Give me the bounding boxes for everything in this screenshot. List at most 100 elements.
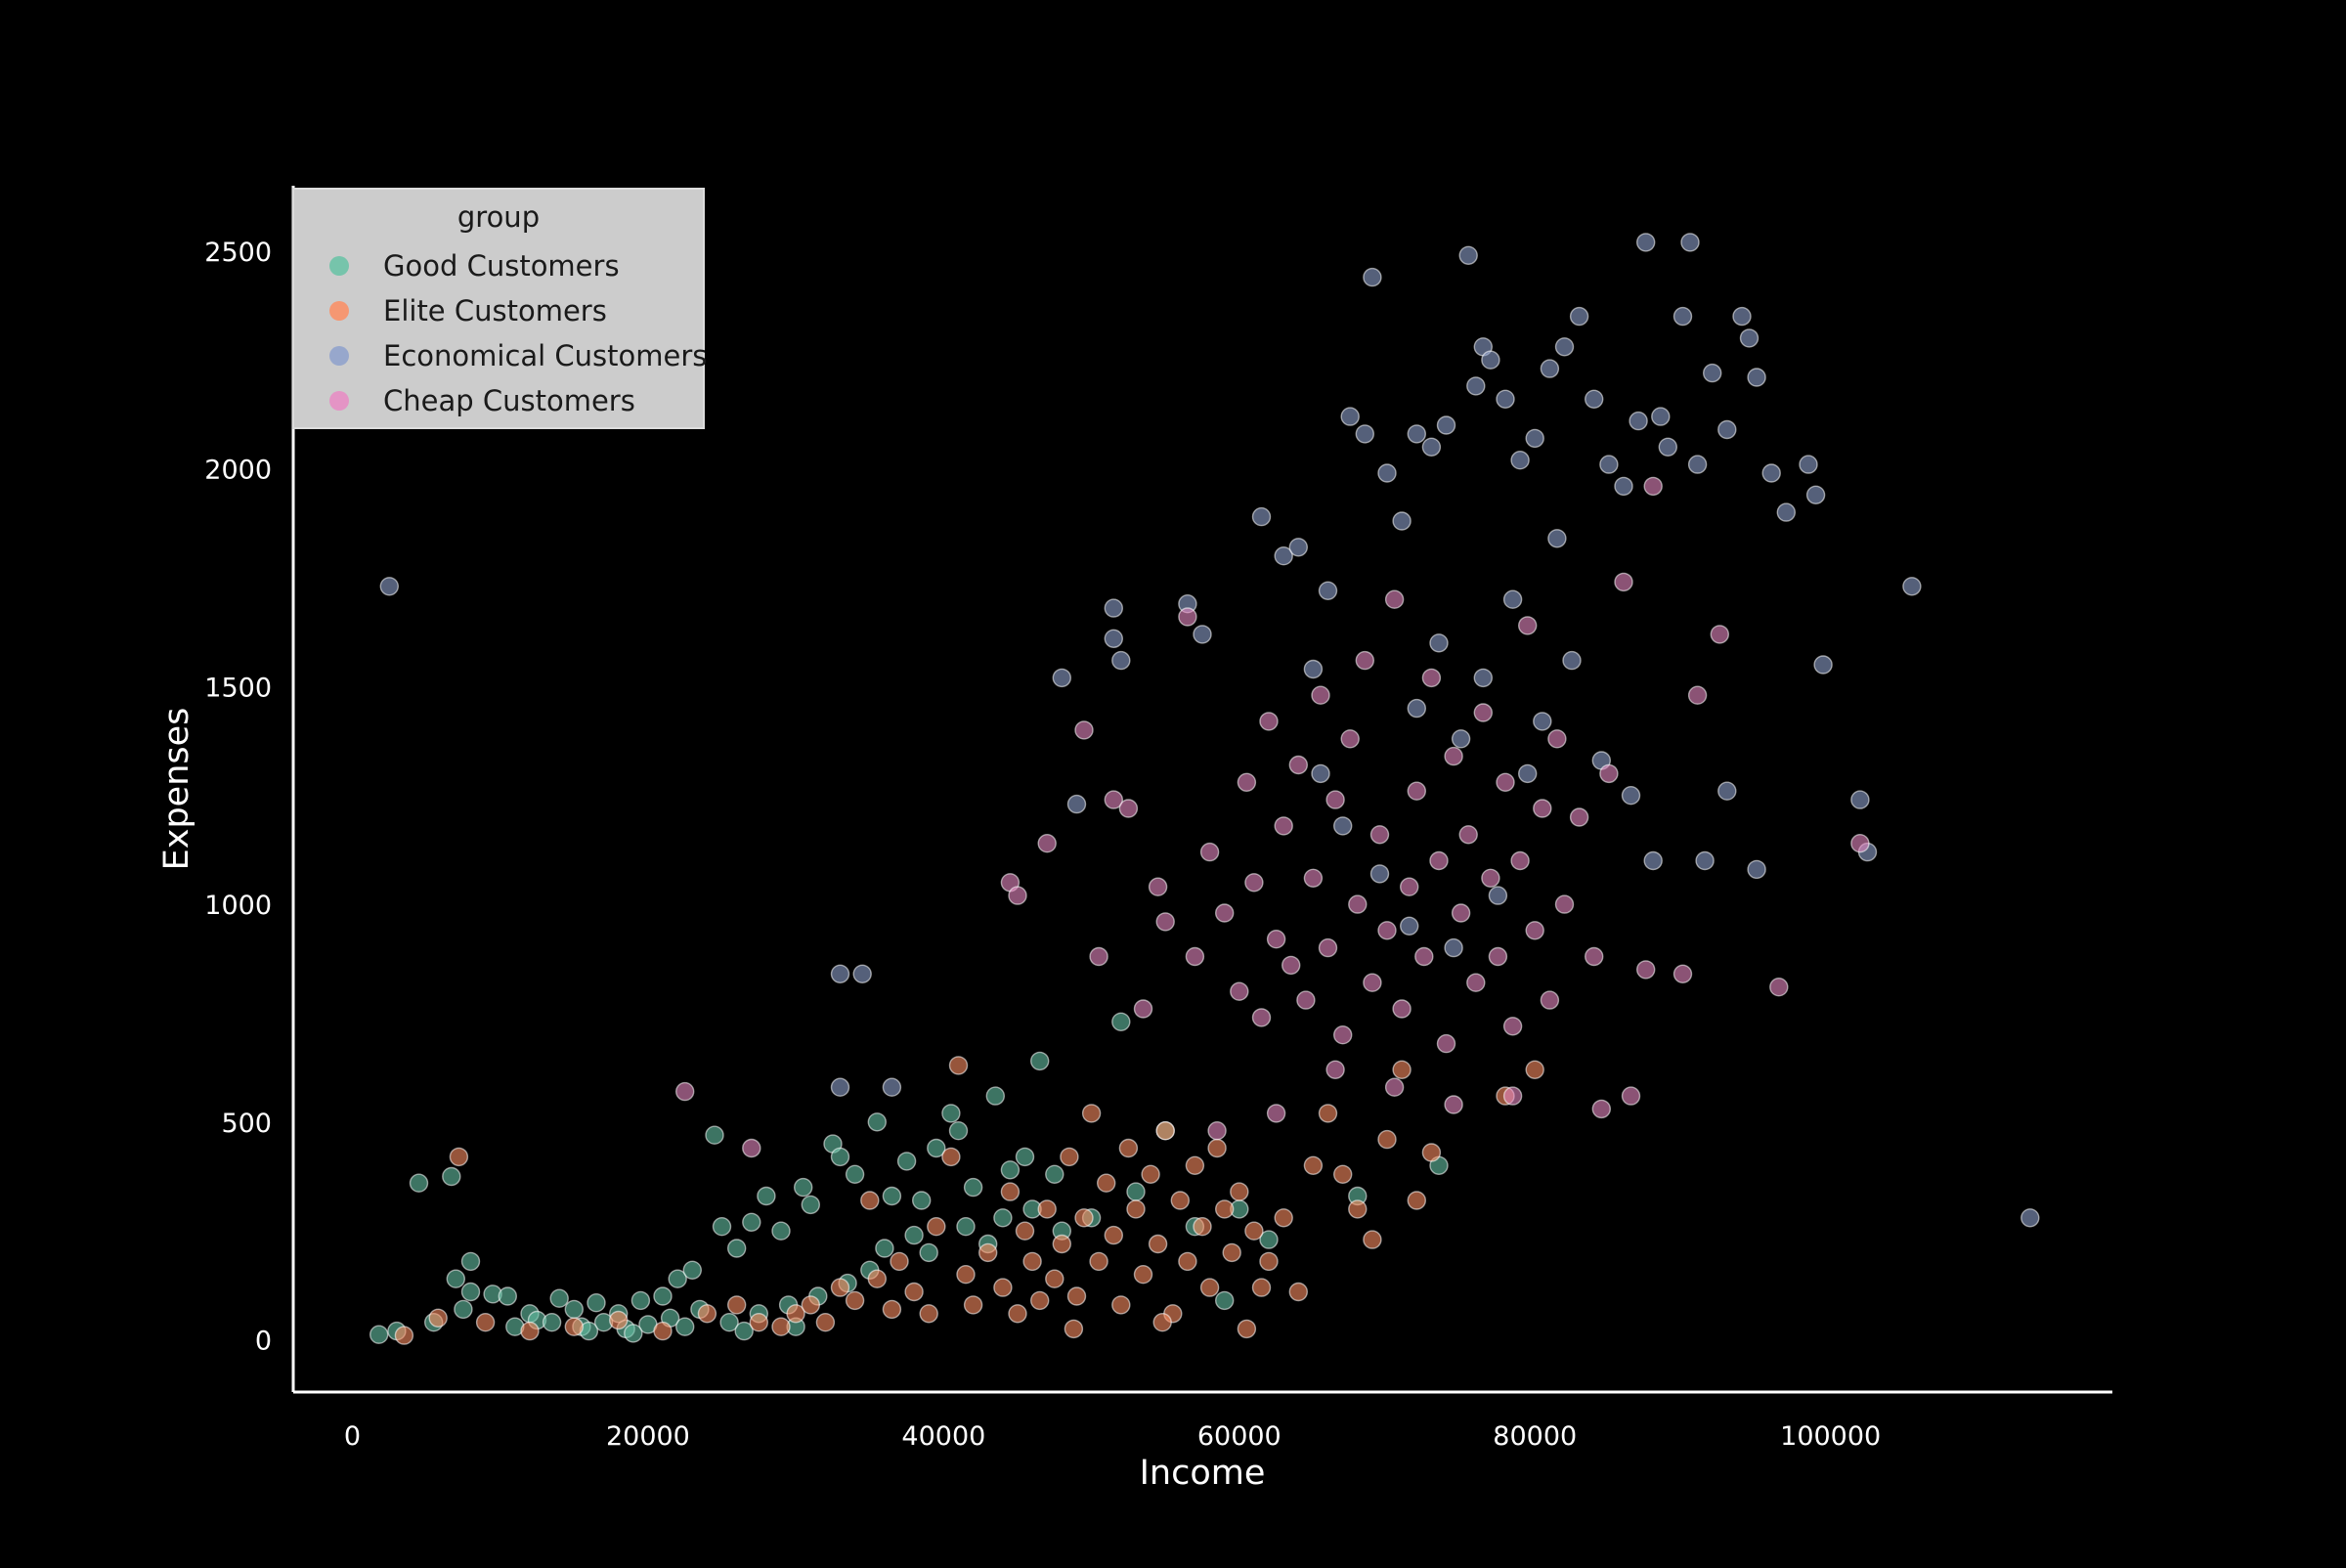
data-point bbox=[1554, 337, 1575, 357]
data-point bbox=[460, 1282, 481, 1302]
legend-marker bbox=[329, 391, 349, 411]
data-point bbox=[1311, 763, 1330, 784]
data-point bbox=[1251, 1278, 1272, 1297]
data-point bbox=[734, 1321, 754, 1341]
data-point bbox=[1118, 1138, 1139, 1158]
data-point bbox=[1547, 529, 1567, 548]
data-point bbox=[1222, 1242, 1241, 1263]
data-point bbox=[941, 1104, 961, 1123]
data-point bbox=[801, 1295, 820, 1315]
data-point bbox=[1525, 428, 1544, 449]
legend: group Good Customers Elite Customers Econo… bbox=[292, 188, 707, 429]
data-point bbox=[1769, 978, 1789, 997]
data-point bbox=[1533, 712, 1552, 731]
data-point bbox=[919, 1304, 938, 1324]
data-point bbox=[1155, 912, 1175, 932]
data-point bbox=[1037, 1199, 1057, 1219]
data-point bbox=[1614, 476, 1633, 497]
data-point bbox=[1325, 790, 1345, 809]
data-point bbox=[682, 1260, 702, 1281]
legend-marker bbox=[329, 256, 349, 276]
data-point bbox=[1384, 1077, 1405, 1097]
data-point bbox=[1554, 894, 1575, 914]
data-point bbox=[1547, 729, 1567, 749]
data-point bbox=[1355, 424, 1375, 444]
data-point bbox=[1259, 712, 1279, 731]
data-point bbox=[1384, 589, 1405, 609]
data-point bbox=[1118, 799, 1139, 818]
data-point bbox=[1022, 1251, 1042, 1272]
data-point bbox=[1584, 946, 1604, 967]
data-point bbox=[1133, 1264, 1153, 1285]
data-point bbox=[1473, 703, 1494, 722]
data-point bbox=[1126, 1182, 1146, 1201]
data-point bbox=[1407, 1191, 1427, 1210]
data-point bbox=[890, 1251, 909, 1272]
data-point bbox=[1510, 850, 1530, 871]
data-point bbox=[845, 1290, 865, 1311]
data-point bbox=[564, 1317, 584, 1336]
data-point bbox=[1732, 306, 1752, 327]
data-point bbox=[1496, 389, 1515, 409]
data-point bbox=[956, 1216, 976, 1237]
legend-entry-label: Economical Customers bbox=[383, 339, 707, 372]
data-point bbox=[1629, 411, 1648, 431]
data-point bbox=[1643, 476, 1663, 497]
data-point bbox=[542, 1312, 562, 1332]
data-point bbox=[442, 1166, 461, 1187]
data-point bbox=[830, 1278, 850, 1297]
data-point bbox=[1673, 306, 1693, 327]
data-point bbox=[919, 1242, 938, 1263]
data-point bbox=[1281, 955, 1301, 976]
data-point bbox=[1104, 598, 1124, 618]
data-point bbox=[1089, 1251, 1108, 1272]
y-tick-label: 0 bbox=[255, 1327, 272, 1357]
data-point bbox=[1259, 1230, 1279, 1249]
y-tick-label: 2000 bbox=[204, 456, 272, 486]
data-point bbox=[549, 1288, 569, 1308]
data-point bbox=[1251, 1008, 1272, 1027]
data-point bbox=[1178, 1251, 1197, 1272]
data-point bbox=[394, 1326, 414, 1345]
data-point bbox=[2020, 1208, 2040, 1228]
data-point bbox=[927, 1138, 946, 1158]
data-point bbox=[1444, 1095, 1463, 1114]
data-point bbox=[1045, 1164, 1064, 1185]
data-point bbox=[520, 1321, 540, 1341]
legend-entry-label: Good Customers bbox=[383, 249, 620, 283]
data-point bbox=[1060, 1147, 1079, 1167]
data-point bbox=[963, 1295, 983, 1315]
y-tick-label: 500 bbox=[221, 1109, 272, 1139]
legend-title: group bbox=[457, 200, 540, 234]
data-point bbox=[1015, 1147, 1035, 1167]
data-point bbox=[1473, 668, 1494, 688]
data-point bbox=[904, 1225, 924, 1245]
data-point bbox=[624, 1324, 643, 1343]
data-point bbox=[1635, 960, 1656, 980]
data-point bbox=[1407, 424, 1427, 444]
data-point bbox=[1214, 1199, 1235, 1219]
data-point bbox=[1747, 368, 1766, 387]
data-point bbox=[379, 577, 399, 596]
data-point bbox=[1237, 772, 1257, 792]
data-point bbox=[1621, 1086, 1641, 1106]
data-point bbox=[498, 1286, 517, 1306]
data-point bbox=[369, 1325, 389, 1344]
data-point bbox=[956, 1264, 976, 1285]
data-point bbox=[475, 1312, 496, 1332]
data-point bbox=[1340, 407, 1360, 426]
data-point bbox=[1481, 868, 1500, 888]
data-point bbox=[904, 1282, 924, 1302]
data-point bbox=[941, 1147, 961, 1167]
data-point bbox=[1761, 463, 1781, 483]
data-point bbox=[1850, 834, 1870, 853]
data-point bbox=[1799, 455, 1818, 474]
y-tick-label: 2500 bbox=[204, 238, 272, 268]
data-point bbox=[1813, 655, 1833, 675]
data-point bbox=[978, 1242, 998, 1263]
y-axis-ticks: 0 500 1000 1500 2000 2500 bbox=[204, 238, 272, 1357]
data-point bbox=[1673, 964, 1693, 983]
data-point bbox=[1680, 233, 1700, 252]
data-point bbox=[1104, 629, 1124, 648]
data-point bbox=[1458, 245, 1478, 265]
